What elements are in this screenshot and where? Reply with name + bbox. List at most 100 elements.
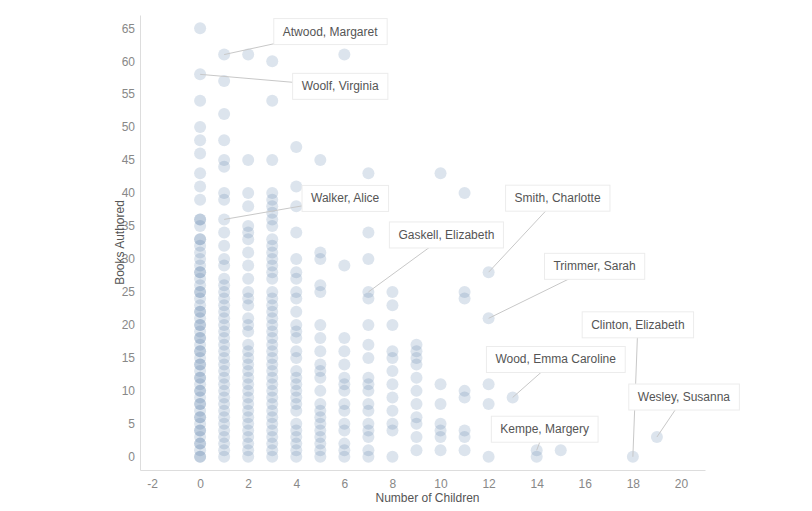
x-tick-label: 10 — [434, 477, 448, 491]
point — [314, 451, 326, 463]
point — [218, 108, 230, 120]
point — [290, 332, 302, 344]
point — [386, 424, 398, 436]
point — [242, 200, 254, 212]
point — [218, 194, 230, 206]
annotation-box — [629, 384, 740, 410]
point — [290, 306, 302, 318]
y-tick-label: 60 — [122, 54, 136, 68]
point — [410, 385, 422, 397]
x-tick-label: 18 — [627, 477, 641, 491]
point — [435, 431, 447, 443]
x-tick-label: 12 — [482, 477, 496, 491]
point — [290, 227, 302, 239]
annotation: Atwood, Margaret — [224, 19, 387, 55]
point — [242, 187, 254, 199]
point — [459, 293, 471, 305]
point — [242, 273, 254, 285]
y-tick: 20 — [122, 318, 140, 332]
point — [362, 431, 374, 443]
annotation: Wood, Emma Caroline — [486, 346, 625, 397]
point — [314, 332, 326, 344]
annotation-line: Atwood, Margaret — [283, 25, 378, 39]
point — [435, 167, 447, 179]
annotation-line: Clinton, Elizabeth — [591, 318, 684, 332]
annotation: Kempe, Margery — [491, 416, 598, 450]
point — [290, 180, 302, 192]
annotation-line: Woolf, Virginia — [302, 79, 379, 93]
point — [362, 227, 374, 239]
point — [362, 385, 374, 397]
y-tick-label: 40 — [122, 186, 136, 200]
point — [290, 352, 302, 364]
x-axis-line — [141, 470, 706, 471]
point — [242, 154, 254, 166]
x-tick-label: 0 — [197, 477, 204, 491]
annotation-label: Kempe, Margery — [500, 422, 589, 436]
point — [483, 398, 495, 410]
point — [362, 293, 374, 305]
y-tick-label: 5 — [128, 417, 135, 431]
point — [194, 180, 206, 192]
point — [435, 378, 447, 390]
x-tick: 0 — [197, 470, 204, 491]
point — [266, 95, 278, 107]
x-axis-title: Number of Children — [375, 491, 479, 505]
y-tick-label: 20 — [122, 318, 136, 332]
x-tick-label: 2 — [245, 477, 252, 491]
point — [242, 246, 254, 258]
point — [338, 345, 350, 357]
x-tick-label: 6 — [342, 477, 349, 491]
point — [290, 141, 302, 153]
annotation-box — [486, 346, 625, 372]
y-tick: 15 — [122, 351, 140, 365]
annotation-box — [491, 416, 598, 442]
x-tick: -2 — [147, 470, 158, 491]
point — [386, 319, 398, 331]
point — [290, 253, 302, 265]
point — [386, 405, 398, 417]
point — [338, 332, 350, 344]
x-tick: 14 — [531, 470, 545, 491]
x-tick-label: 4 — [293, 477, 300, 491]
point — [435, 444, 447, 456]
annotation-box — [544, 253, 644, 279]
annotation-label: Atwood, Margaret — [283, 25, 378, 39]
point — [338, 358, 350, 370]
point — [242, 326, 254, 338]
point — [194, 134, 206, 146]
point — [242, 299, 254, 311]
point — [290, 451, 302, 463]
annotation-label: Trimmer, Sarah — [553, 259, 635, 273]
y-tick: 45 — [122, 153, 140, 167]
point — [242, 260, 254, 272]
y-tick: 65 — [122, 22, 140, 36]
y-tick-label: 65 — [122, 22, 136, 36]
x-tick-label: 16 — [579, 477, 593, 491]
x-tick: 8 — [390, 470, 397, 491]
point — [314, 345, 326, 357]
annotation-line: Wesley, Susanna — [638, 390, 731, 404]
annotation-label: Woolf, Virginia — [302, 79, 379, 93]
annotation-box — [302, 185, 389, 211]
x-tick: 20 — [675, 470, 689, 491]
point — [194, 95, 206, 107]
point — [194, 451, 206, 463]
point — [410, 444, 422, 456]
annotation: Trimmer, Sarah — [489, 253, 645, 318]
point — [410, 431, 422, 443]
x-tick: 16 — [579, 470, 593, 491]
annotations: Atwood, Margaret Woolf, Virginia Walker, A… — [200, 19, 739, 457]
annotation-line: Walker, Alice — [311, 191, 380, 205]
annotation-line: Gaskell, Elizabeth — [398, 228, 494, 242]
point — [459, 444, 471, 456]
point — [218, 260, 230, 272]
point — [386, 286, 398, 298]
point — [362, 451, 374, 463]
annotation: Gaskell, Elizabeth — [368, 222, 503, 292]
point — [410, 372, 422, 384]
x-tick: 10 — [434, 470, 448, 491]
point — [459, 187, 471, 199]
annotation-line: Trimmer, Sarah — [553, 259, 635, 273]
point — [266, 55, 278, 67]
